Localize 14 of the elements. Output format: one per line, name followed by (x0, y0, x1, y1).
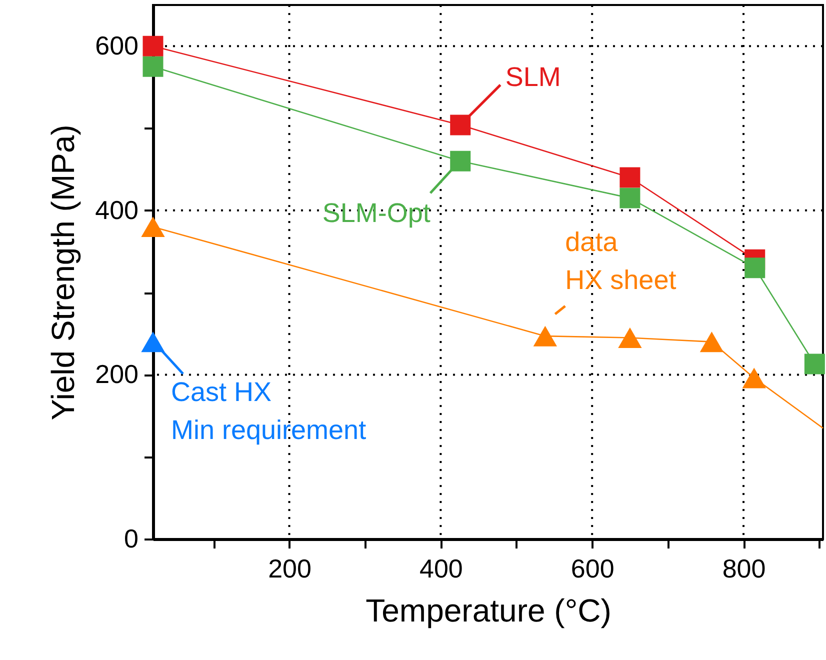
annotation: Cast HX Min requirement (171, 376, 367, 445)
annotation: SLM (505, 62, 561, 92)
y-tick-label: 600 (95, 30, 138, 61)
y-axis-title: Yield Strength (MPa) (45, 124, 82, 420)
y-tick-label: 0 (124, 524, 138, 554)
y-tick-label: 200 (95, 359, 138, 390)
x-tick-label: 200 (268, 554, 312, 584)
annotation: SLM-Opt (322, 198, 431, 228)
y-tick-label: 400 (95, 194, 138, 225)
x-tick-label: 600 (570, 554, 614, 584)
x-axis-title: Temperature (°C) (366, 592, 612, 628)
x-tick-label: 400 (419, 554, 463, 584)
x-tick-label: 800 (722, 554, 766, 584)
annotation: data HX sheet (565, 227, 677, 296)
